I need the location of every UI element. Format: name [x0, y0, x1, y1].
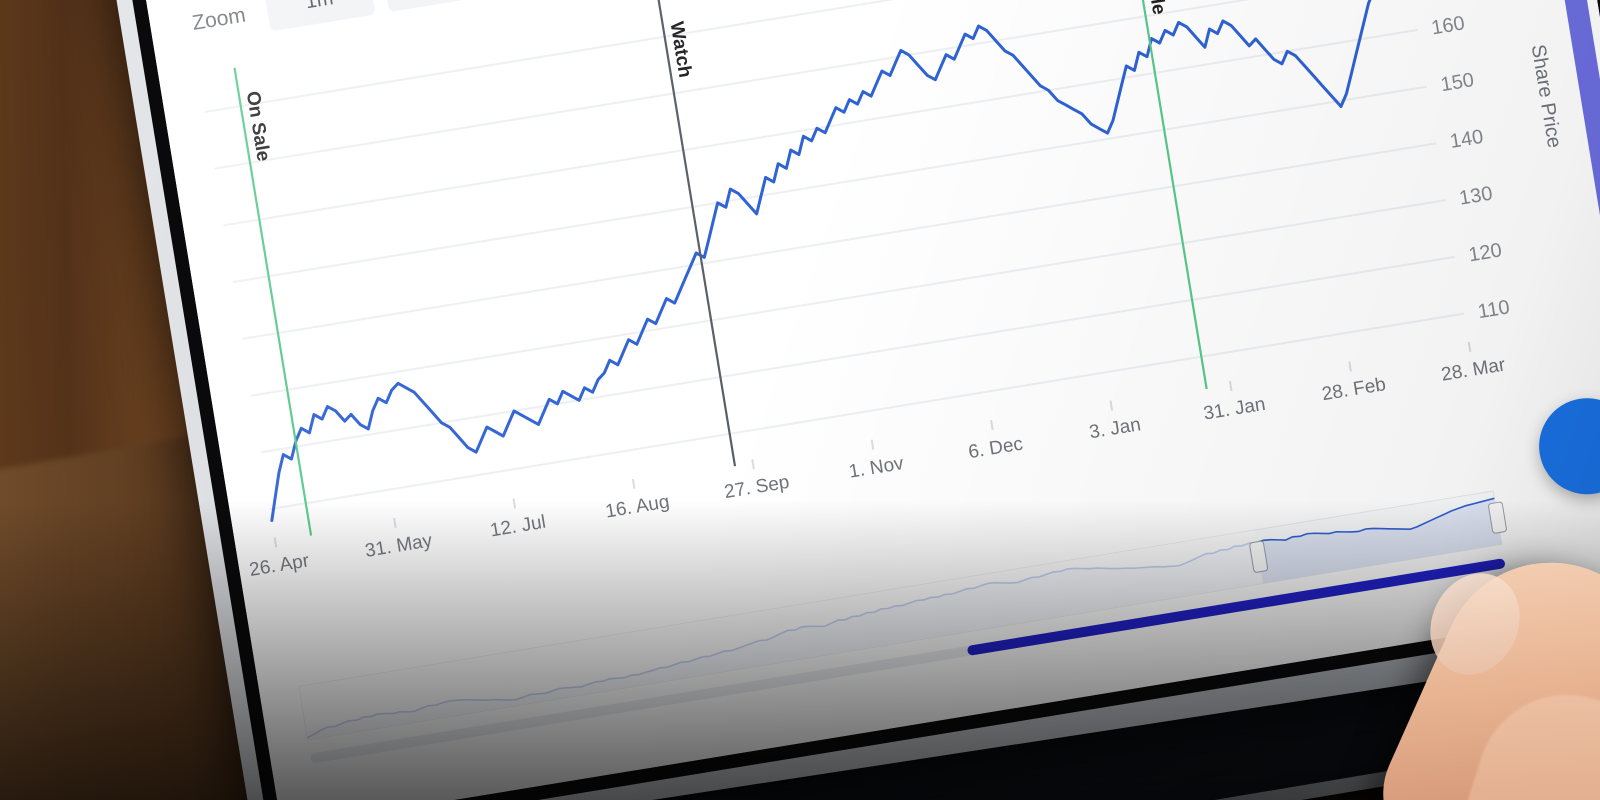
desk-shadow	[0, 500, 1600, 800]
svg-text:31. Jan: 31. Jan	[1202, 394, 1267, 425]
svg-text:27. Sep: 27. Sep	[723, 472, 791, 503]
svg-text:120: 120	[1467, 239, 1503, 266]
svg-text:3. Jan: 3. Jan	[1088, 414, 1142, 443]
svg-text:6. Dec: 6. Dec	[967, 434, 1025, 464]
svg-text:28. Mar: 28. Mar	[1440, 354, 1508, 385]
range-button-1m[interactable]: 1m	[263, 0, 376, 32]
zoom-label: Zoom	[190, 3, 248, 35]
svg-text:150: 150	[1439, 69, 1475, 96]
svg-text:1. Nov: 1. Nov	[847, 453, 905, 483]
svg-text:28. Feb: 28. Feb	[1320, 374, 1387, 405]
svg-text:110: 110	[1476, 296, 1511, 323]
svg-text:Share Price: Share Price	[1527, 43, 1566, 150]
svg-text:160: 160	[1430, 12, 1466, 39]
range-button-3m[interactable]: 3m	[381, 0, 494, 13]
svg-text:130: 130	[1458, 183, 1494, 210]
svg-text:140: 140	[1448, 126, 1484, 153]
